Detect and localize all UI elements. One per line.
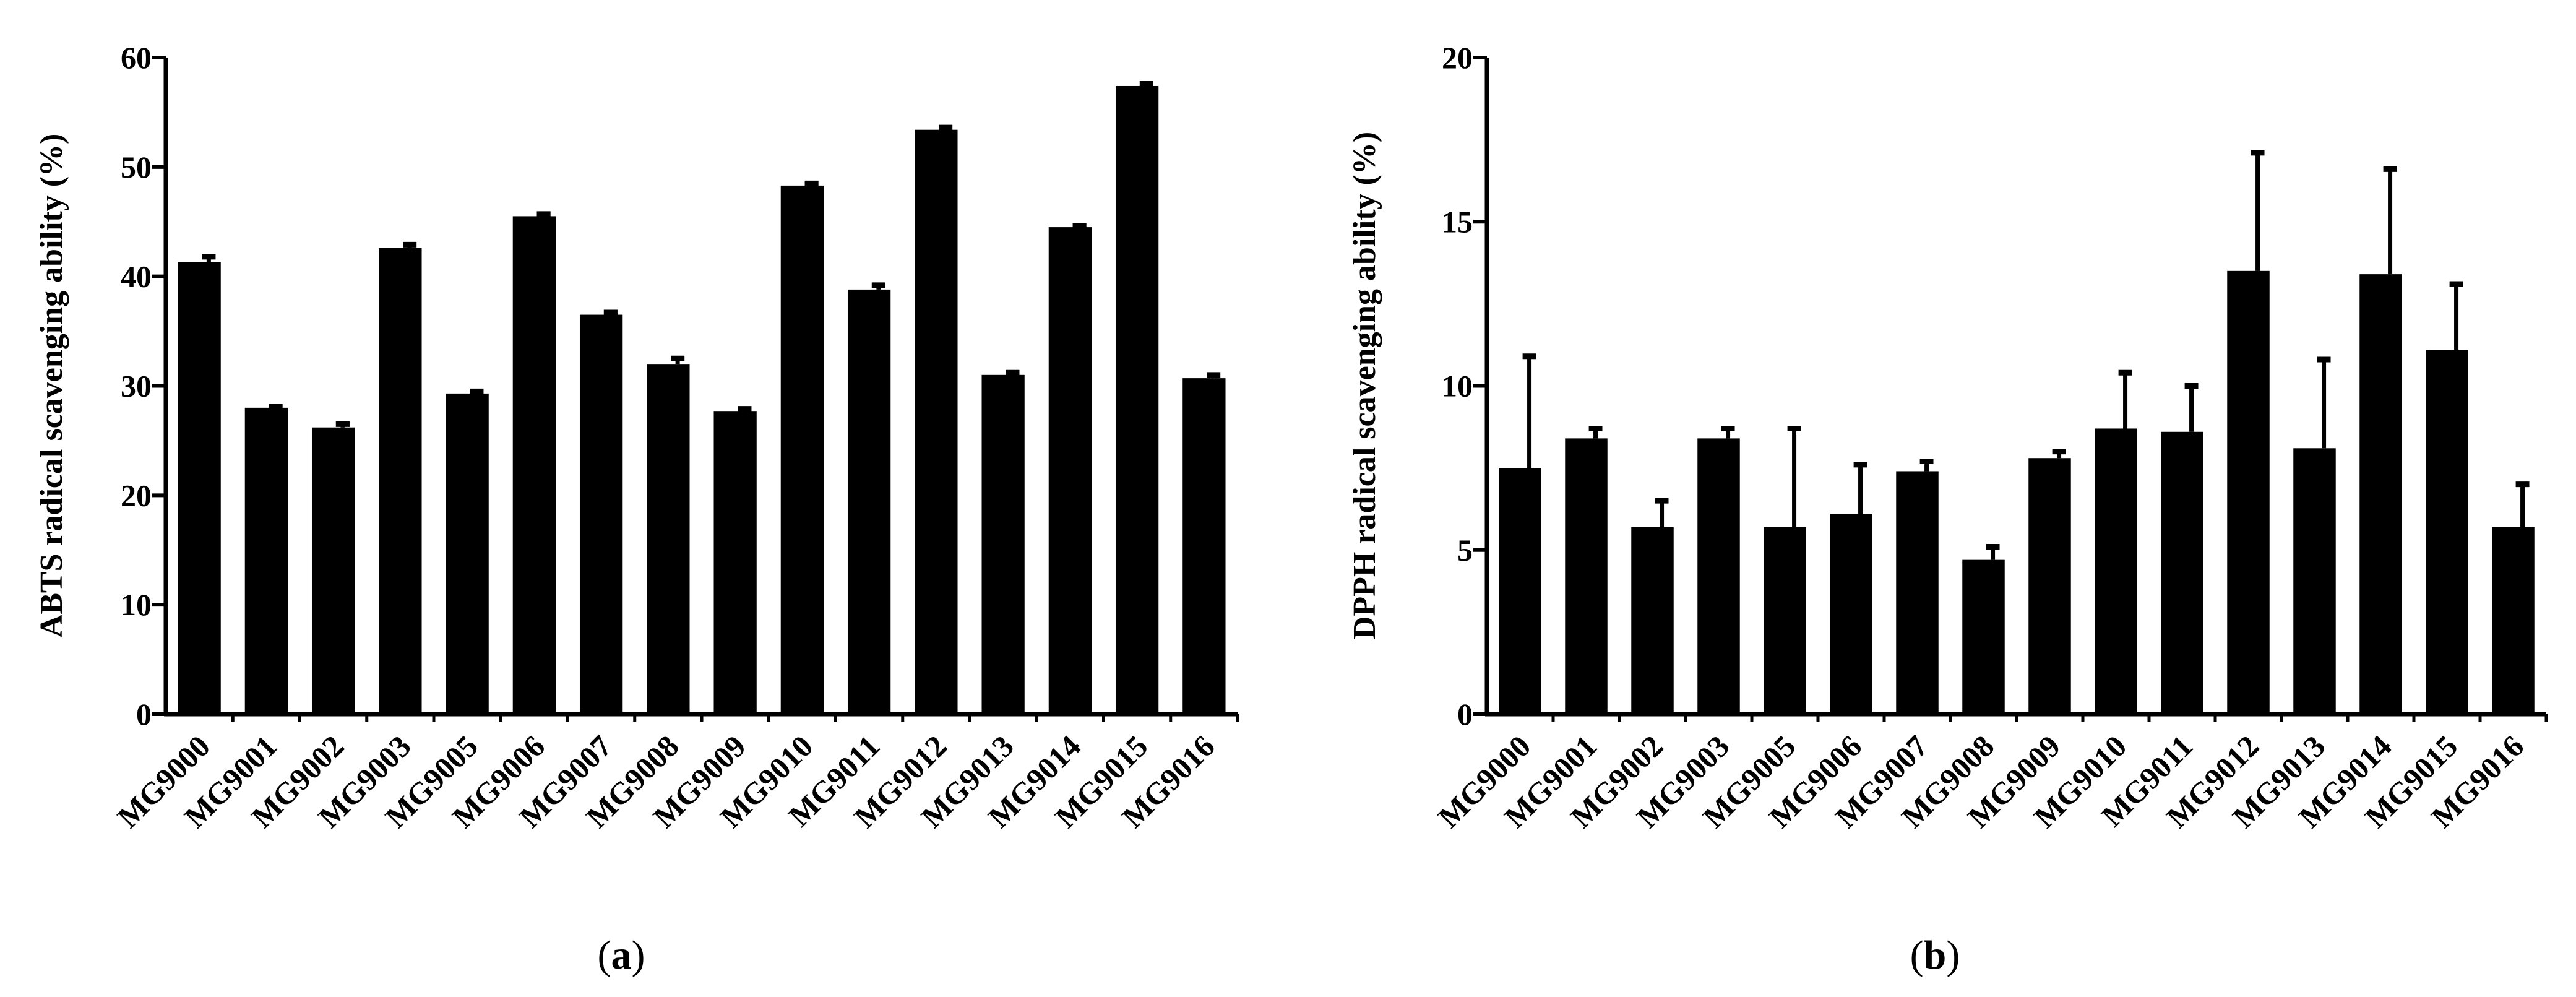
chart-panel-a: 0 10 20 30 40 50 60 ABTS radical scavenging abi…: [34, 40, 1239, 834]
bar: [1115, 85, 1159, 714]
panel-label-b: (b): [1910, 933, 1960, 978]
bar: [2028, 458, 2071, 714]
y-tick-label: 10: [121, 587, 152, 622]
y-tick-label: 20: [121, 478, 152, 512]
panel-label-a: (a): [598, 933, 645, 978]
bar: [2359, 274, 2402, 714]
bar: [1962, 559, 2005, 714]
y-tick-label: 60: [121, 40, 152, 75]
bar: [244, 407, 288, 714]
bar: [2492, 527, 2535, 714]
bar: [1631, 527, 1674, 714]
bar: [446, 393, 489, 714]
y-tick-label: 50: [121, 150, 152, 184]
bar: [2161, 431, 2203, 714]
bar: [1499, 468, 1541, 714]
bar: [311, 427, 355, 714]
bar: [2293, 448, 2336, 714]
y-tick-label: 40: [121, 259, 152, 294]
y-tick-label: 10: [1442, 369, 1473, 404]
y-tick-label: 20: [1442, 40, 1473, 75]
bar: [2095, 428, 2137, 714]
bar: [512, 216, 556, 714]
y-tick-label: 0: [136, 697, 152, 732]
bar: [1764, 527, 1806, 714]
bar: [2227, 270, 2270, 714]
bar: [713, 411, 757, 714]
bar: [915, 129, 958, 714]
bar: [1697, 438, 1740, 714]
bar: [1830, 514, 1872, 714]
bar: [647, 364, 690, 714]
chart-panel-b: 0 5 10 15 20 DPPH radical scavenging ability …: [1347, 40, 2548, 834]
y-tick-label: 0: [1457, 697, 1473, 732]
bar: [178, 262, 221, 714]
y-tick-label: 30: [121, 369, 152, 404]
y-tick-label: 5: [1457, 533, 1473, 568]
bar: [379, 248, 422, 714]
bar: [780, 185, 824, 714]
y-tick-label: 15: [1442, 204, 1473, 239]
bar: [981, 374, 1025, 714]
bar: [847, 289, 891, 714]
y-axis-title: ABTS radical scavenging ability (%): [34, 134, 69, 638]
bar: [2426, 350, 2468, 714]
bar: [1048, 227, 1092, 714]
y-axis-title: DPPH radical scavenging ability (%): [1347, 132, 1382, 639]
bar: [1896, 471, 1939, 714]
bar: [1182, 378, 1226, 714]
bar: [1565, 438, 1608, 714]
bar: [579, 314, 623, 714]
